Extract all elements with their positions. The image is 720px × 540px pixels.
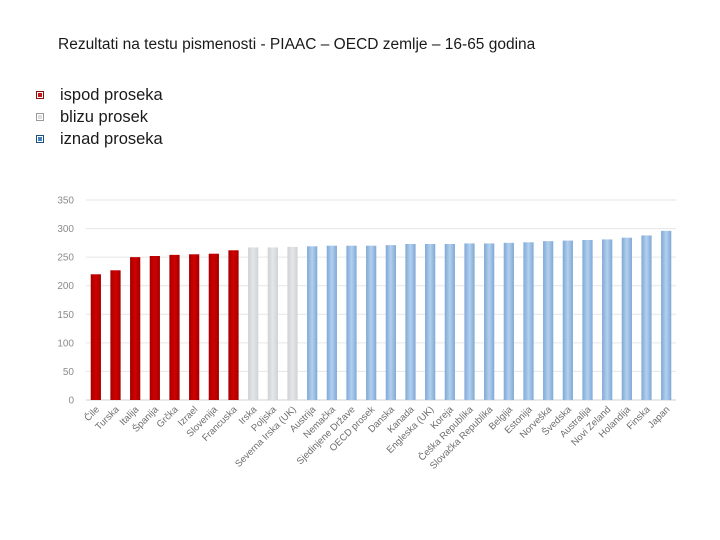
bar-6 bbox=[208, 253, 219, 400]
bar-12 bbox=[326, 245, 337, 400]
bar-7 bbox=[228, 250, 239, 400]
bar-1 bbox=[110, 270, 121, 400]
square-bullet-icon bbox=[36, 91, 44, 99]
bar-0 bbox=[90, 274, 101, 400]
bar-5 bbox=[189, 254, 200, 400]
gridlines bbox=[86, 199, 676, 401]
bar-2 bbox=[130, 257, 141, 400]
legend-item-near: blizu prosek bbox=[36, 106, 163, 128]
x-axis-labels: ČileTurskaItalijaŠpanijaGrčkaIzraelSlove… bbox=[82, 404, 672, 472]
bars bbox=[90, 230, 672, 400]
y-tick-label: 150 bbox=[57, 310, 74, 321]
bar-23 bbox=[543, 241, 554, 400]
y-tick-label: 250 bbox=[57, 253, 74, 264]
legend-label-below: ispod proseka bbox=[60, 85, 163, 104]
bar-14 bbox=[366, 245, 377, 400]
bar-18 bbox=[444, 244, 455, 400]
bar-19 bbox=[464, 243, 475, 400]
y-tick-label: 0 bbox=[68, 396, 74, 407]
y-tick-label: 100 bbox=[57, 338, 74, 349]
bar-24 bbox=[562, 240, 573, 400]
bar-25 bbox=[582, 240, 593, 400]
bar-29 bbox=[661, 230, 672, 400]
bar-10 bbox=[287, 246, 298, 400]
bar-28 bbox=[641, 235, 652, 400]
legend-item-below: ispod proseka bbox=[36, 84, 163, 106]
y-tick-label: 200 bbox=[57, 281, 74, 292]
bar-13 bbox=[346, 245, 357, 400]
bar-11 bbox=[307, 246, 318, 400]
square-bullet-icon bbox=[36, 135, 44, 143]
bar-26 bbox=[602, 239, 613, 400]
legend: ispod proseka blizu prosek iznad proseka bbox=[36, 84, 163, 150]
y-tick-label: 300 bbox=[57, 224, 74, 235]
x-tick-label: Finska bbox=[625, 404, 653, 432]
x-tick-label: Japan bbox=[646, 404, 672, 430]
bar-8 bbox=[248, 247, 259, 400]
y-tick-label: 50 bbox=[63, 367, 75, 378]
bar-22 bbox=[523, 242, 534, 400]
bar-27 bbox=[621, 237, 632, 400]
bar-16 bbox=[405, 244, 416, 400]
bar-9 bbox=[267, 247, 278, 400]
bar-20 bbox=[484, 243, 495, 400]
bar-21 bbox=[503, 242, 514, 400]
legend-label-above: iznad proseka bbox=[60, 129, 163, 148]
square-bullet-icon bbox=[36, 113, 44, 121]
bar-17 bbox=[425, 244, 436, 400]
y-axis-ticks: 0 50 100 150 200 250 300 350 bbox=[57, 196, 74, 407]
slide-title: Rezultati na testu pismenosti - PIAAC – … bbox=[58, 36, 536, 53]
bar-4 bbox=[169, 254, 180, 400]
y-tick-label: 350 bbox=[57, 196, 74, 207]
bar-15 bbox=[385, 245, 396, 400]
bar-3 bbox=[149, 256, 160, 400]
legend-label-near: blizu prosek bbox=[60, 107, 149, 126]
legend-item-above: iznad proseka bbox=[36, 128, 163, 150]
x-tick-label: Grčka bbox=[155, 404, 181, 430]
